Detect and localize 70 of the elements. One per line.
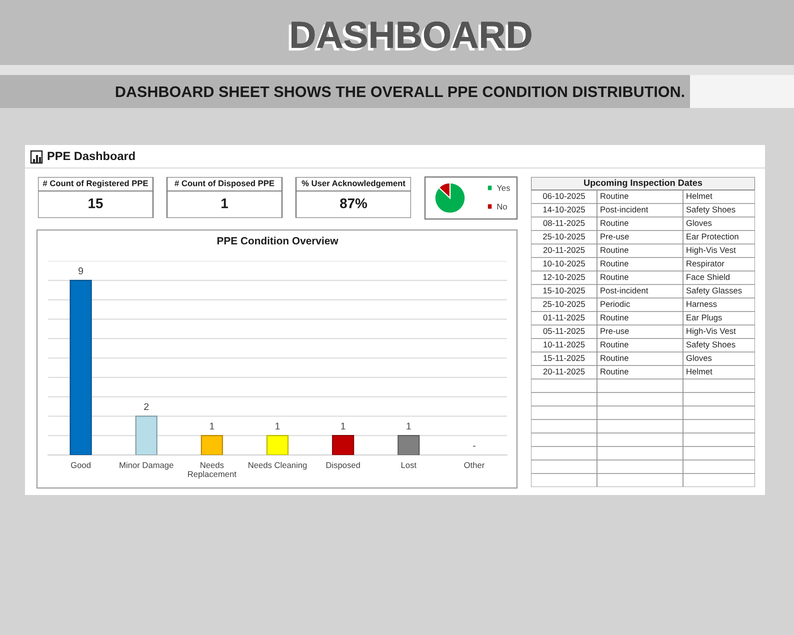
text: Pre-use — [600, 234, 629, 240]
text: DASHBOARD — [288, 22, 532, 51]
text: PPE Dashboard — [48, 151, 135, 160]
data-label: 2 — [144, 403, 149, 410]
text: Gloves — [686, 220, 712, 226]
text: DASHBOARD SHEET SHOWS THE OVERALL PPE CONDITION DISTRIBUTION. — [116, 86, 684, 98]
text: Periodic — [600, 300, 630, 307]
text: 06-10-2025 — [543, 193, 585, 199]
text: Harness — [686, 301, 717, 307]
text: 05-11-2025 — [543, 328, 585, 334]
text: Safety Shoes — [686, 206, 736, 214]
text: Routine — [600, 314, 628, 320]
x-tick-label: Needs Cleaning — [248, 462, 307, 470]
text: Routine — [600, 368, 628, 374]
text: Ear Protection — [686, 233, 738, 240]
text: 10-11-2025 — [544, 342, 585, 348]
text: 10-10-2025 — [543, 260, 585, 266]
data-label: 1 — [210, 422, 214, 430]
data-label: 1 — [406, 422, 411, 430]
x-tick-label: Disposed — [326, 462, 360, 470]
text: Face Shield — [686, 274, 730, 280]
category-label: % User Acknowledgement — [302, 180, 406, 188]
chart-title: PPE Condition Overview — [217, 236, 338, 244]
text: Routine — [600, 354, 628, 361]
text: 20-11-2025 — [543, 368, 585, 374]
text: Ear Plugs — [686, 314, 722, 322]
text: 01-11-2025 — [543, 314, 585, 320]
text: 15 — [88, 198, 103, 208]
text: Post-incident — [600, 206, 648, 212]
x-tick-label: Other — [464, 462, 484, 468]
text: Helmet — [686, 192, 712, 199]
data-label: 9 — [78, 267, 84, 274]
text: 20-11-2025 — [543, 247, 585, 253]
text: Routine — [600, 274, 628, 280]
text: Pre-use — [600, 328, 629, 334]
x-tick-label: Needs Replacement — [188, 462, 236, 479]
text: Routine — [600, 246, 628, 253]
text: 87% — [340, 198, 368, 208]
text: Upcoming Inspection Dates — [584, 179, 702, 188]
x-tick-label: Lost — [401, 462, 416, 468]
text: 12-10-2025 — [543, 274, 585, 280]
text: 25-10-2025 — [543, 301, 585, 307]
text: 14-10-2025 — [543, 206, 585, 212]
legend-label: No — [497, 204, 507, 210]
text: 1 — [222, 198, 228, 208]
text: 25-10-2025 — [543, 234, 585, 240]
text: Respirator — [686, 260, 724, 268]
text: High-Vis Vest — [686, 246, 736, 255]
text: 15-11-2025 — [544, 355, 585, 361]
text: Safety Shoes — [686, 341, 736, 350]
text: Routine — [600, 220, 628, 226]
data-label: - — [473, 446, 476, 447]
data-label: 1 — [276, 422, 280, 430]
text: Post-incident — [600, 287, 648, 294]
data-label: 1 — [341, 422, 346, 430]
category-label: # Count of Registered PPE — [42, 180, 148, 188]
text: 08-11-2025 — [543, 220, 585, 226]
x-tick-label: Good — [71, 462, 90, 468]
category-label: # Count of Disposed PPE — [174, 180, 274, 188]
pie-slice — [434, 182, 466, 214]
text: High-Vis Vest — [686, 328, 736, 336]
text: 15-10-2025 — [543, 288, 585, 294]
text: Helmet — [686, 368, 712, 374]
x-tick-label: Minor Damage — [120, 462, 174, 470]
text: Safety Glasses — [686, 287, 742, 296]
text: Routine — [600, 260, 628, 266]
legend-label: Yes — [496, 185, 510, 191]
text: Gloves — [686, 354, 712, 361]
text: Routine — [600, 192, 628, 199]
text: Routine — [600, 341, 628, 348]
